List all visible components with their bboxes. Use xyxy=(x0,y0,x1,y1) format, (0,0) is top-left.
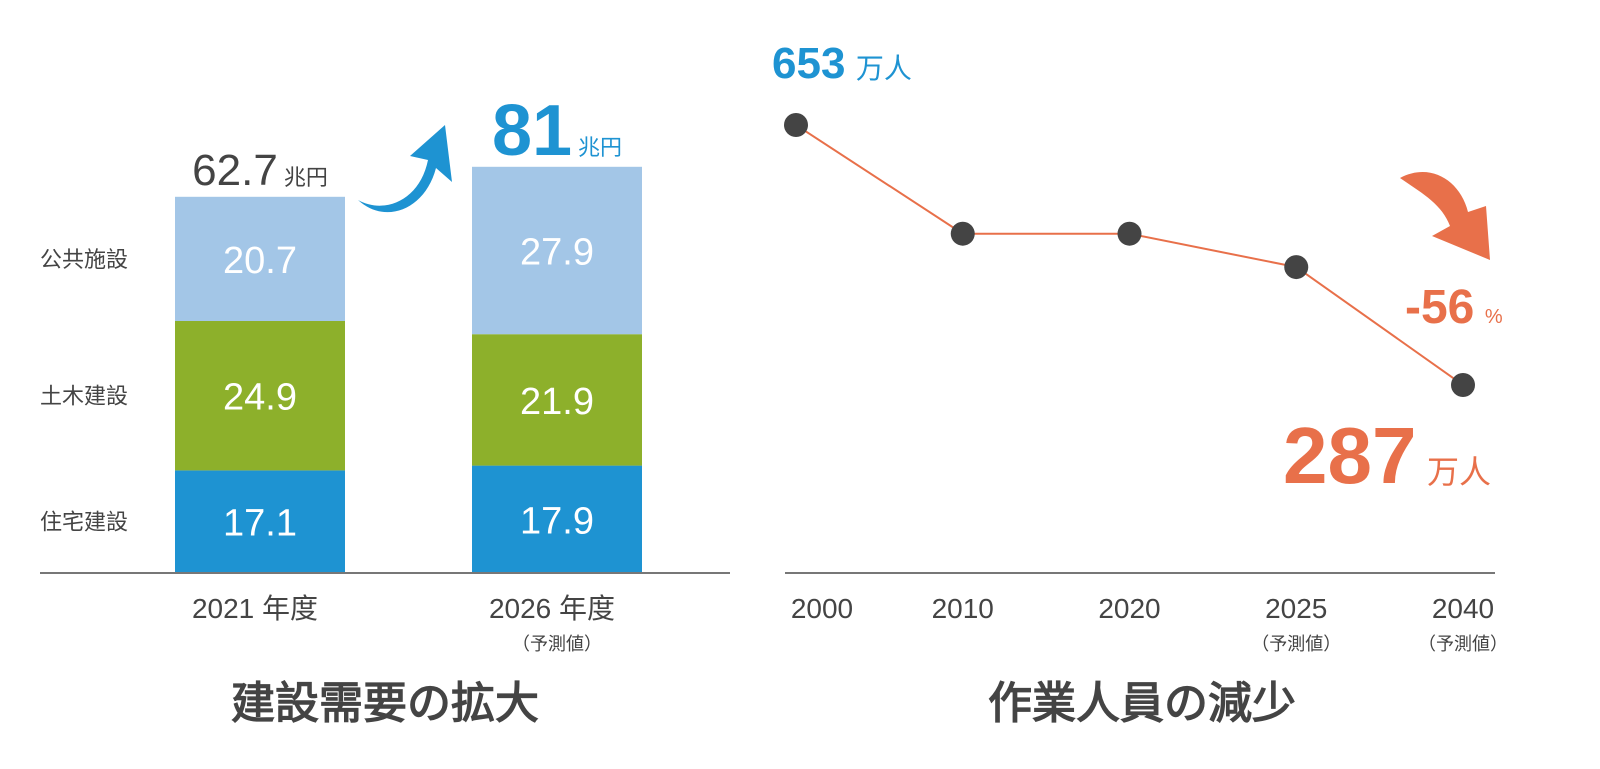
x-tick-label: 2020 xyxy=(1098,593,1160,624)
start-value: 653 xyxy=(772,39,845,88)
x-tick-label: 2021 年度 xyxy=(192,593,318,624)
data-label: 20.7 xyxy=(223,240,297,282)
x-tick-label: 2000 xyxy=(791,593,853,624)
curved-down-arrow-icon xyxy=(1400,172,1490,260)
data-point xyxy=(784,113,808,137)
data-label: 17.1 xyxy=(223,503,297,545)
bar-segment xyxy=(472,166,642,335)
total-value: 62.7 xyxy=(192,146,278,195)
change-label: -56 % xyxy=(1405,281,1503,334)
legend: 住宅建設 土木建設 公共施設 xyxy=(40,247,128,535)
change-unit: % xyxy=(1485,306,1503,328)
data-point xyxy=(950,221,975,246)
x-tick-labels: 2000 2010 2020 2025 （予測値） 2040 （予測値） xyxy=(791,593,1508,654)
end-unit: 万人 xyxy=(1427,454,1491,490)
x-tick-label: 2025 xyxy=(1265,593,1327,624)
chart-title: 建設需要の拡大 xyxy=(231,679,539,728)
series-line xyxy=(795,124,1464,386)
x-tick-labels: 2021 年度 2026 年度 （予測値） xyxy=(192,593,615,654)
data-label: 21.9 xyxy=(520,381,594,423)
bar-segment xyxy=(472,465,642,573)
bar-segment xyxy=(175,196,345,321)
bar-segment xyxy=(472,334,642,466)
line-series xyxy=(784,113,1475,397)
x-tick-note: （予測値） xyxy=(1418,634,1508,654)
curved-up-arrow-icon xyxy=(358,125,452,213)
workforce-decline-chart: 2000 2010 2020 2025 （予測値） 2040 （予測値） 653 万人 -5… xyxy=(772,39,1508,728)
change-value: -56 xyxy=(1405,281,1474,334)
data-label: 17.9 xyxy=(520,500,594,542)
data-label: 27.9 xyxy=(520,232,594,274)
start-value-label: 653 万人 xyxy=(772,39,912,88)
legend-entry: 公共施設 xyxy=(40,247,128,272)
x-tick-note: （予測値） xyxy=(1251,634,1341,654)
end-value-label: 287 万人 xyxy=(1283,411,1491,500)
total-value: 81 xyxy=(492,91,572,171)
total-label: 81 兆円 xyxy=(492,91,622,171)
x-tick-note: （予測値） xyxy=(512,634,602,654)
bar-segment xyxy=(175,321,345,471)
x-tick-label: 2010 xyxy=(932,593,994,624)
total-unit: 兆円 xyxy=(578,135,622,160)
legend-entry: 住宅建設 xyxy=(40,510,128,535)
chart-title: 作業人員の減少 xyxy=(988,679,1296,728)
data-point xyxy=(1451,373,1475,397)
data-label: 24.9 xyxy=(223,377,297,419)
legend-entry: 土木建設 xyxy=(40,384,128,409)
bar-segment xyxy=(175,470,345,573)
start-unit: 万人 xyxy=(856,53,912,84)
end-value: 287 xyxy=(1283,411,1416,500)
total-unit: 兆円 xyxy=(284,165,328,190)
x-tick-label: 2026 年度 xyxy=(489,593,615,624)
total-label: 62.7 兆円 xyxy=(192,146,328,195)
data-point xyxy=(1117,221,1142,246)
data-point xyxy=(1284,255,1309,280)
x-tick-label: 2040 xyxy=(1432,593,1494,624)
